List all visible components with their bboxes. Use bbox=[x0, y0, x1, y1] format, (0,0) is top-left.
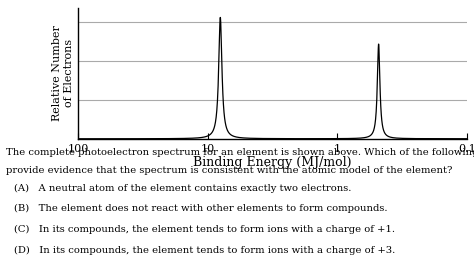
X-axis label: Binding Energy (MJ/mol): Binding Energy (MJ/mol) bbox=[193, 157, 352, 169]
Y-axis label: Relative Number
of Electrons: Relative Number of Electrons bbox=[53, 25, 74, 121]
Text: The complete photoelectron spectrum for an element is shown above. Which of the : The complete photoelectron spectrum for … bbox=[6, 148, 474, 157]
Text: (B)   The element does not react with other elements to form compounds.: (B) The element does not react with othe… bbox=[14, 204, 388, 214]
Text: (A)   A neutral atom of the element contains exactly two electrons.: (A) A neutral atom of the element contai… bbox=[14, 184, 352, 193]
Text: provide evidence that the spectrum is consistent with the atomic model of the el: provide evidence that the spectrum is co… bbox=[6, 166, 452, 175]
Text: (D)   In its compounds, the element tends to form ions with a charge of +3.: (D) In its compounds, the element tends … bbox=[14, 245, 395, 255]
Text: (C)   In its compounds, the element tends to form ions with a charge of +1.: (C) In its compounds, the element tends … bbox=[14, 225, 395, 234]
